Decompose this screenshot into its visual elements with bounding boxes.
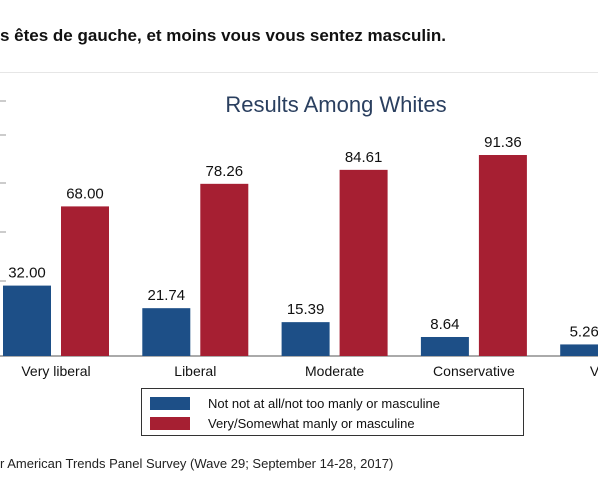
data-label: 21.74 <box>148 287 186 304</box>
x-tick-label: Moderate <box>305 363 364 379</box>
bar-not-manly-3 <box>420 336 469 356</box>
legend-swatch-red <box>150 416 190 430</box>
bar-not-manly-4 <box>560 344 598 356</box>
source-note: r American Trends Panel Survey (Wave 29;… <box>0 456 393 471</box>
data-label: 68.00 <box>66 185 104 202</box>
data-label: 78.26 <box>206 163 244 180</box>
divider <box>0 72 598 73</box>
x-tick-label: Liberal <box>174 363 216 379</box>
x-tick-label: Very co <box>590 363 598 379</box>
bar-not-manly-1 <box>142 308 191 356</box>
data-label: 32.00 <box>8 265 46 282</box>
article-headline: s êtes de gauche, et moins vous vous sen… <box>0 26 446 45</box>
source-prefix: r <box>0 456 8 471</box>
legend-label: Very/Somewhat manly or masculine <box>208 415 415 431</box>
bar-not-manly-0 <box>3 285 51 356</box>
data-label: 91.36 <box>484 134 522 151</box>
data-label: 5.26 <box>570 323 598 340</box>
bar-manly-3 <box>478 155 527 356</box>
legend-label: Not not at all/not too manly or masculin… <box>208 395 440 411</box>
x-tick-label: Conservative <box>433 363 515 379</box>
bar-manly-0 <box>61 206 109 356</box>
bar-manly-2 <box>339 169 388 356</box>
chart-title: Results Among Whites <box>225 92 447 117</box>
chart-legend: Not not at all/not too manly or masculin… <box>141 388 524 436</box>
source-text: American Trends Panel Survey (Wave 29; S… <box>7 456 394 471</box>
bar-not-manly-2 <box>281 322 330 356</box>
bar-manly-1 <box>200 183 249 356</box>
legend-swatch-blue <box>150 396 190 410</box>
legend-item-series-1: Very/Somewhat manly or masculine <box>150 414 415 432</box>
data-label: 8.64 <box>430 316 459 333</box>
x-tick-label: Very liberal <box>21 363 90 379</box>
data-label: 15.39 <box>287 301 325 318</box>
legend-item-series-0: Not not at all/not too manly or masculin… <box>150 394 440 412</box>
data-label: 84.61 <box>345 149 383 166</box>
